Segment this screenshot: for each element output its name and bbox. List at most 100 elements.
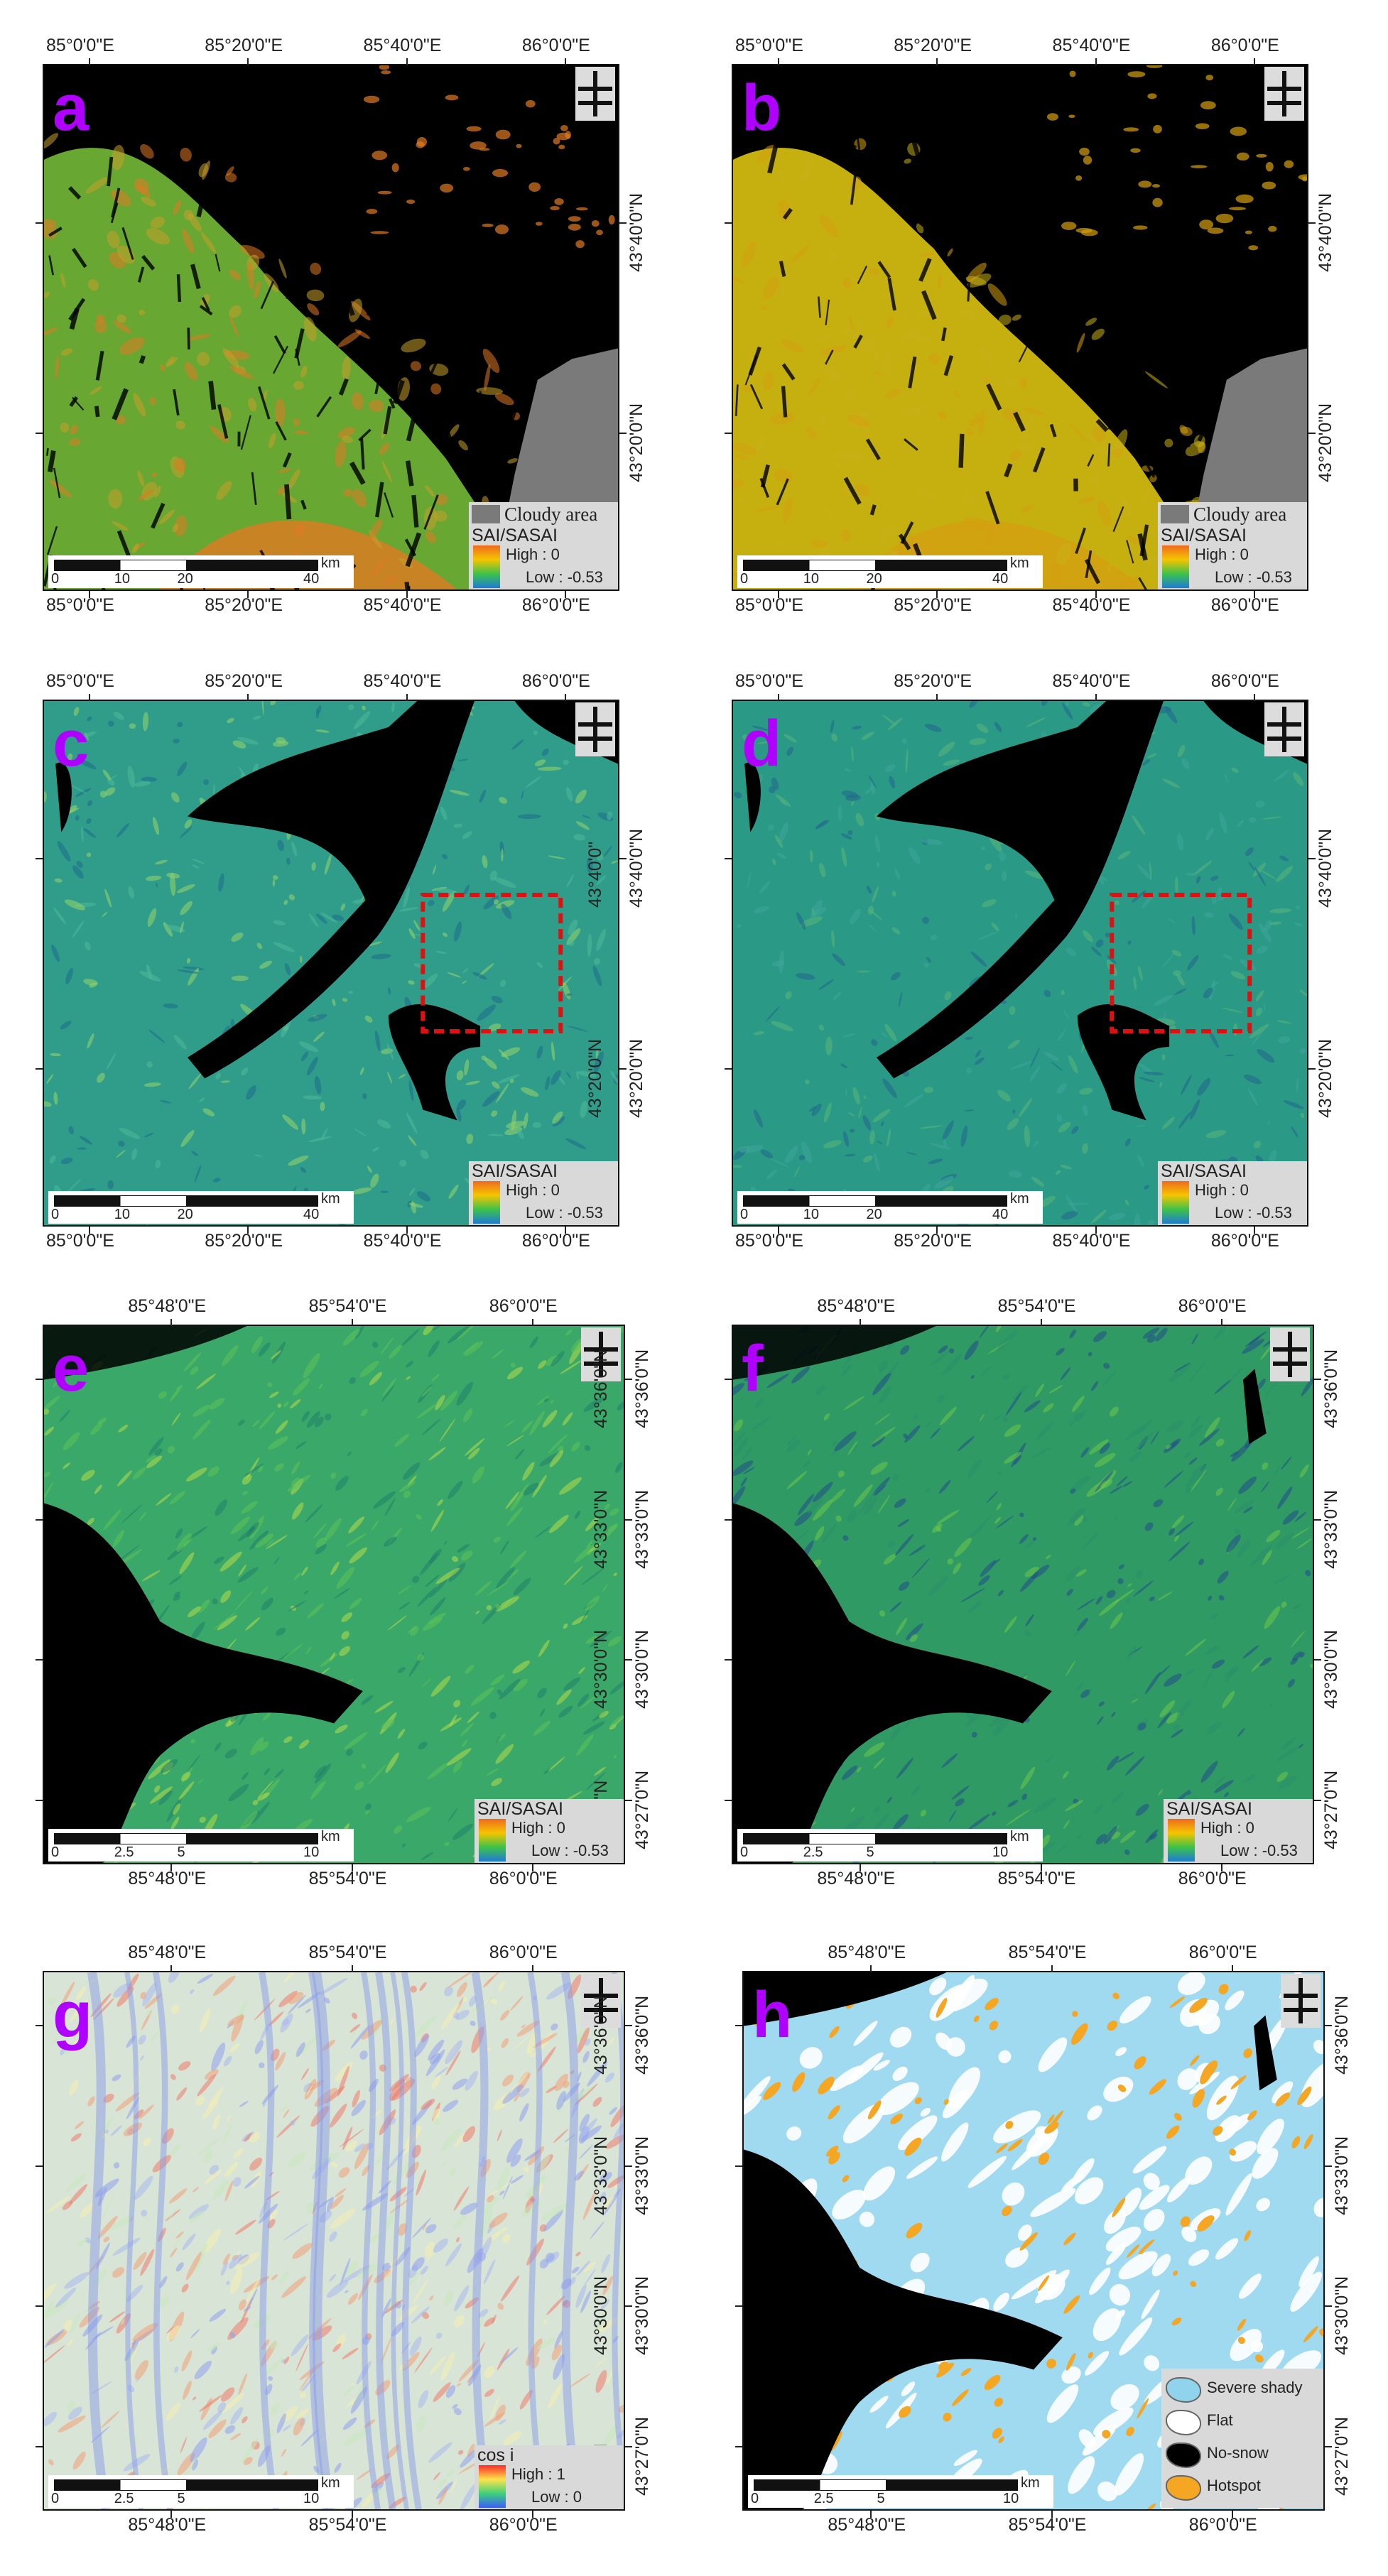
tick-mark <box>36 2025 43 2026</box>
right-tick-label: 43°20'0"N <box>627 403 646 483</box>
north-arrow-icon <box>581 1974 621 2028</box>
class-legend-item: No-snow <box>1166 2440 1322 2468</box>
map-panel-h: h 85°48'0"E 85°54'0"E 86°0'0"E 85°48'0"E 85°5… <box>735 1942 1352 2535</box>
north-arrow-stem <box>599 1978 603 2023</box>
class-label: Flat <box>1207 2411 1233 2429</box>
tick-mark <box>1095 1227 1097 1234</box>
scale-label: 10 <box>303 2491 320 2506</box>
map-panel-a: a 85°0'0"E 85°20'0"E 85°40'0"E 86°0'0"E 85°0'… <box>36 36 646 615</box>
tick-mark <box>351 1319 353 1326</box>
tick-mark <box>625 1659 632 1661</box>
tick-mark <box>1095 591 1097 598</box>
legend-low: Low : -0.53 <box>526 1204 603 1222</box>
tick-mark <box>36 857 43 859</box>
scale-bar: km 0 10 20 40 <box>48 1191 354 1224</box>
tick-mark <box>1308 857 1316 859</box>
tick-mark <box>1051 1965 1053 1972</box>
north-arrow-bar <box>1267 722 1301 727</box>
tick-mark <box>1253 591 1255 598</box>
cloudy-area-legend: Cloudy area <box>469 502 618 526</box>
scale-unit: km <box>1010 1829 1029 1844</box>
north-arrow-stem <box>1282 707 1286 752</box>
legend-high: High : 0 <box>1195 545 1249 563</box>
tick-mark <box>1325 2445 1332 2447</box>
tick-mark <box>625 1379 632 1380</box>
value-legend: SAI/SASAI High : 0 Low : -0.53 <box>1158 1161 1307 1225</box>
scale-label: 2.5 <box>813 2491 834 2506</box>
tick-mark <box>564 1227 566 1234</box>
right-tick-label: 43°40'0"N <box>627 828 646 908</box>
tick-mark <box>735 2165 742 2167</box>
bottom-tick-label: 85°54'0"E <box>308 1869 387 1888</box>
bottom-tick-label: 85°0'0"E <box>45 1231 114 1251</box>
north-arrow-stem <box>1282 71 1286 116</box>
scale-label: 20 <box>177 571 193 587</box>
tick-mark <box>88 694 90 701</box>
map-frame <box>43 1971 625 2511</box>
legend-color-ramp <box>473 1181 500 1224</box>
top-tick-label: 85°54'0"E <box>308 1296 387 1316</box>
scale-label: 0 <box>740 1844 749 1860</box>
legend-color-ramp <box>1162 545 1189 588</box>
top-tick-label: 85°20'0"E <box>894 36 972 55</box>
value-legend: SAI/SASAI High : 0 Low : -0.53 <box>469 1161 618 1225</box>
tick-mark <box>936 58 938 65</box>
scale-label: 10 <box>1003 2491 1019 2506</box>
right-tick-label: 43°30'0"N <box>1321 1629 1341 1710</box>
tick-mark <box>725 1518 732 1521</box>
tick-mark <box>870 1965 872 1972</box>
tick-mark <box>36 2305 43 2308</box>
map-frame <box>732 700 1308 1227</box>
scale-label: 5 <box>877 2491 885 2506</box>
right-tick-label: 43°30'0"N <box>1332 2276 1352 2356</box>
tick-mark <box>735 2025 742 2026</box>
inner-tick-label: 43°30'0"N <box>591 1629 611 1710</box>
scale-label: 0 <box>51 571 60 587</box>
scale-bar-graphic <box>54 1195 318 1207</box>
scale-label: 10 <box>114 571 130 587</box>
tick-mark <box>725 433 732 435</box>
right-tick-label: 43°40'0"N <box>1316 828 1335 908</box>
bottom-tick-label: 85°48'0"E <box>828 2515 906 2535</box>
tick-mark <box>36 433 43 435</box>
tick-mark <box>725 1068 732 1070</box>
bottom-tick-label: 85°48'0"E <box>128 2515 207 2535</box>
scale-label: 0 <box>51 1207 60 1222</box>
tick-mark <box>625 2165 632 2167</box>
scale-label: 20 <box>866 571 882 587</box>
tick-mark <box>247 58 249 65</box>
cloud-label: Cloudy area <box>504 504 598 525</box>
map-panel-c: c 85°0'0"E 85°20'0"E 85°40'0"E 86°0'0"E 85°0'… <box>36 671 646 1251</box>
legend-title: cos i <box>477 2445 514 2465</box>
inner-tick-label: 43°36'0"N <box>591 1349 611 1428</box>
map-panel-e: e 85°48'0"E 85°54'0"E 86°0'0"E 85°48'0"E 85°5… <box>36 1296 652 1888</box>
inner-tick-label: 43°33'0"N <box>591 2136 611 2215</box>
tick-mark <box>88 1227 90 1234</box>
scale-label: 10 <box>114 1207 130 1222</box>
legend-high: High : 0 <box>506 545 560 563</box>
map-frame <box>43 1325 625 1864</box>
north-arrow-bar <box>1273 1362 1307 1366</box>
tick-mark <box>531 2511 533 2518</box>
tick-mark <box>531 1864 533 1871</box>
tick-mark <box>351 1965 353 1972</box>
legend-high: High : 0 <box>511 1819 565 1837</box>
map-raster <box>44 701 618 1225</box>
legend-low: Low : -0.53 <box>1220 1842 1298 1859</box>
bottom-tick-label: 85°0'0"E <box>45 595 114 615</box>
tick-mark <box>1095 694 1097 701</box>
top-tick-label: 86°0'0"E <box>521 671 590 691</box>
map-panel-d: d 85°0'0"E 85°20'0"E 85°40'0"E 86°0'0"E 85°0'… <box>725 671 1335 1251</box>
north-arrow-stem <box>1298 1978 1303 2023</box>
bottom-tick-label: 86°0'0"E <box>489 2515 558 2535</box>
top-tick-label: 85°20'0"E <box>205 36 283 55</box>
bottom-tick-label: 85°40'0"E <box>1052 595 1131 615</box>
inner-tick-label: 43°40'0" <box>585 841 605 908</box>
right-tick-label: 43°33'0"N <box>632 2136 652 2215</box>
north-arrow-stem <box>593 71 597 116</box>
scale-bar: km 0 10 20 40 <box>737 555 1043 588</box>
top-tick-label: 85°54'0"E <box>997 1296 1076 1316</box>
cloud-swatch <box>472 505 500 523</box>
bottom-tick-label: 85°20'0"E <box>894 1231 972 1251</box>
right-tick-label: 43°20'0"N <box>1316 1039 1335 1119</box>
